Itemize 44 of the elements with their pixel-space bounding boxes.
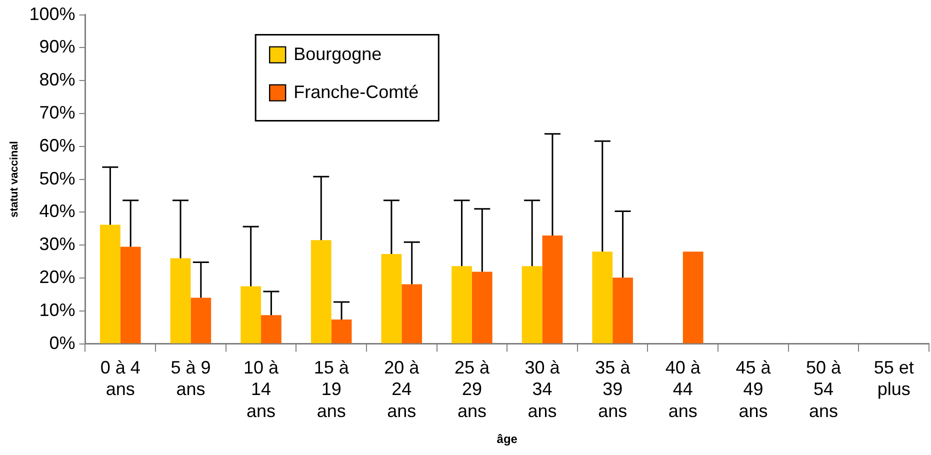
x-tick-label: 30 à 34 ans: [524, 358, 561, 421]
bar: [522, 266, 542, 344]
y-tick-label: 100%: [29, 4, 76, 24]
y-tick-label: 90%: [39, 36, 76, 57]
y-tick-label: 70%: [39, 102, 76, 122]
legend-label: Bourgogne: [294, 44, 382, 64]
x-tick-label: 20 à 24 ans: [384, 358, 420, 421]
x-tick-label: 15 à 19 ans: [314, 358, 350, 421]
x-tick-label: 0 à 4 ans: [100, 358, 140, 400]
x-tick-label: 55 et plus: [874, 358, 914, 400]
y-tick-label: 40%: [39, 201, 76, 222]
y-axis-title: statut vaccinal: [8, 141, 21, 218]
y-tick-label: 30%: [39, 234, 76, 254]
bar: [331, 319, 352, 344]
x-tick-label: 40 à 44 ans: [665, 358, 702, 421]
bar: [612, 278, 633, 344]
bar: [452, 266, 472, 344]
bar: [120, 246, 141, 344]
bar: [381, 254, 402, 344]
bar: [682, 252, 704, 344]
y-tick-label: 50%: [39, 168, 76, 188]
bar: [310, 240, 332, 344]
x-tick-label: 50 à 54 ans: [806, 358, 842, 421]
bar: [170, 258, 191, 344]
bar: [472, 272, 492, 344]
x-tick-label: 45 à 49 ans: [736, 358, 772, 421]
y-tick-label: 60%: [39, 135, 76, 156]
bar: [542, 236, 563, 344]
bar: [100, 224, 120, 344]
y-tick-label: 80%: [39, 70, 76, 90]
y-tick-label: 0%: [49, 332, 76, 353]
bar: [592, 252, 613, 344]
bar: [190, 298, 212, 344]
x-tick-label: 25 à 29 ans: [454, 358, 490, 421]
bar: [402, 284, 422, 344]
y-tick-label: 20%: [39, 266, 76, 287]
x-tick-label: 10 à 14 ans: [244, 358, 280, 421]
bar: [261, 315, 282, 344]
bar: [240, 286, 262, 344]
x-tick-label: 5 à 9 ans: [170, 358, 211, 400]
y-tick-label: 10%: [39, 300, 76, 320]
x-tick-label: 35 à 39 ans: [595, 358, 632, 421]
x-axis-title: âge: [496, 432, 518, 446]
legend-label: Franche-Comté: [294, 82, 419, 102]
